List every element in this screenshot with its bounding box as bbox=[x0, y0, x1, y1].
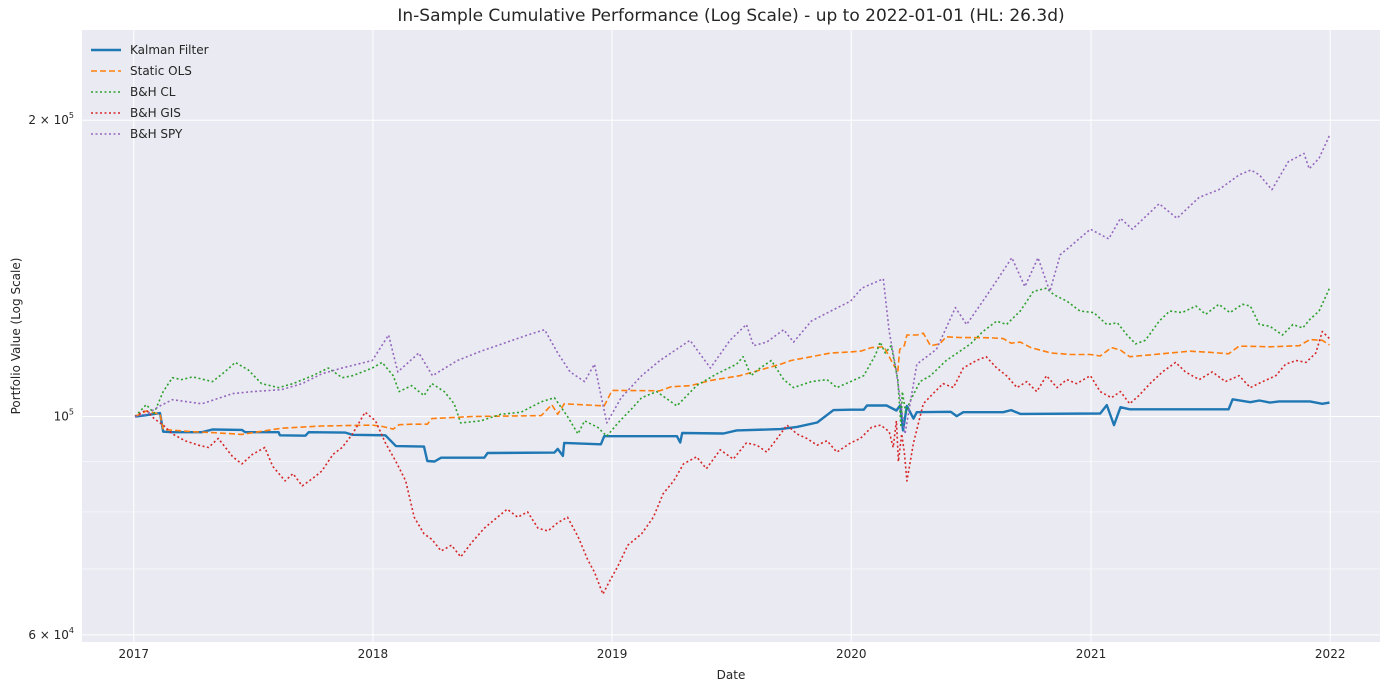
y-axis-label: Portfolio Value (Log Scale) bbox=[9, 258, 23, 415]
legend: Kalman Filter Static OLS B&H CL B&H GIS B&H … bbox=[91, 43, 209, 141]
x-tick-label: 2019 bbox=[597, 647, 628, 661]
axes: 2017 2018 2019 2020 2021 2022 6 × 104 105 2 × 10… bbox=[28, 111, 1345, 661]
series-line-4 bbox=[134, 135, 1331, 435]
y-tick-label: 2 × 105 bbox=[28, 111, 74, 127]
legend-label-0: Kalman Filter bbox=[130, 43, 209, 57]
series-line-1 bbox=[134, 332, 1330, 436]
x-tick-label: 2021 bbox=[1076, 647, 1107, 661]
legend-label-1: Static OLS bbox=[130, 64, 192, 78]
x-tick-label: 2018 bbox=[358, 647, 389, 661]
series-line-2 bbox=[134, 287, 1331, 438]
series-lines bbox=[134, 135, 1331, 595]
x-tick-label: 2022 bbox=[1315, 647, 1346, 661]
legend-label-4: B&H SPY bbox=[130, 127, 183, 141]
x-tick-label: 2017 bbox=[118, 647, 149, 661]
series-line-3 bbox=[134, 330, 1331, 595]
plot-area-background bbox=[82, 30, 1380, 642]
legend-label-3: B&H GIS bbox=[130, 106, 181, 120]
x-axis-label: Date bbox=[717, 668, 746, 682]
y-tick-label: 105 bbox=[54, 407, 74, 423]
y-tick-label: 6 × 104 bbox=[28, 626, 74, 642]
grid-lines bbox=[82, 30, 1380, 642]
x-tick-label: 2020 bbox=[836, 647, 867, 661]
chart-title: In-Sample Cumulative Performance (Log Sc… bbox=[397, 6, 1064, 26]
series-line-0 bbox=[134, 398, 1330, 463]
legend-label-2: B&H CL bbox=[130, 85, 176, 99]
